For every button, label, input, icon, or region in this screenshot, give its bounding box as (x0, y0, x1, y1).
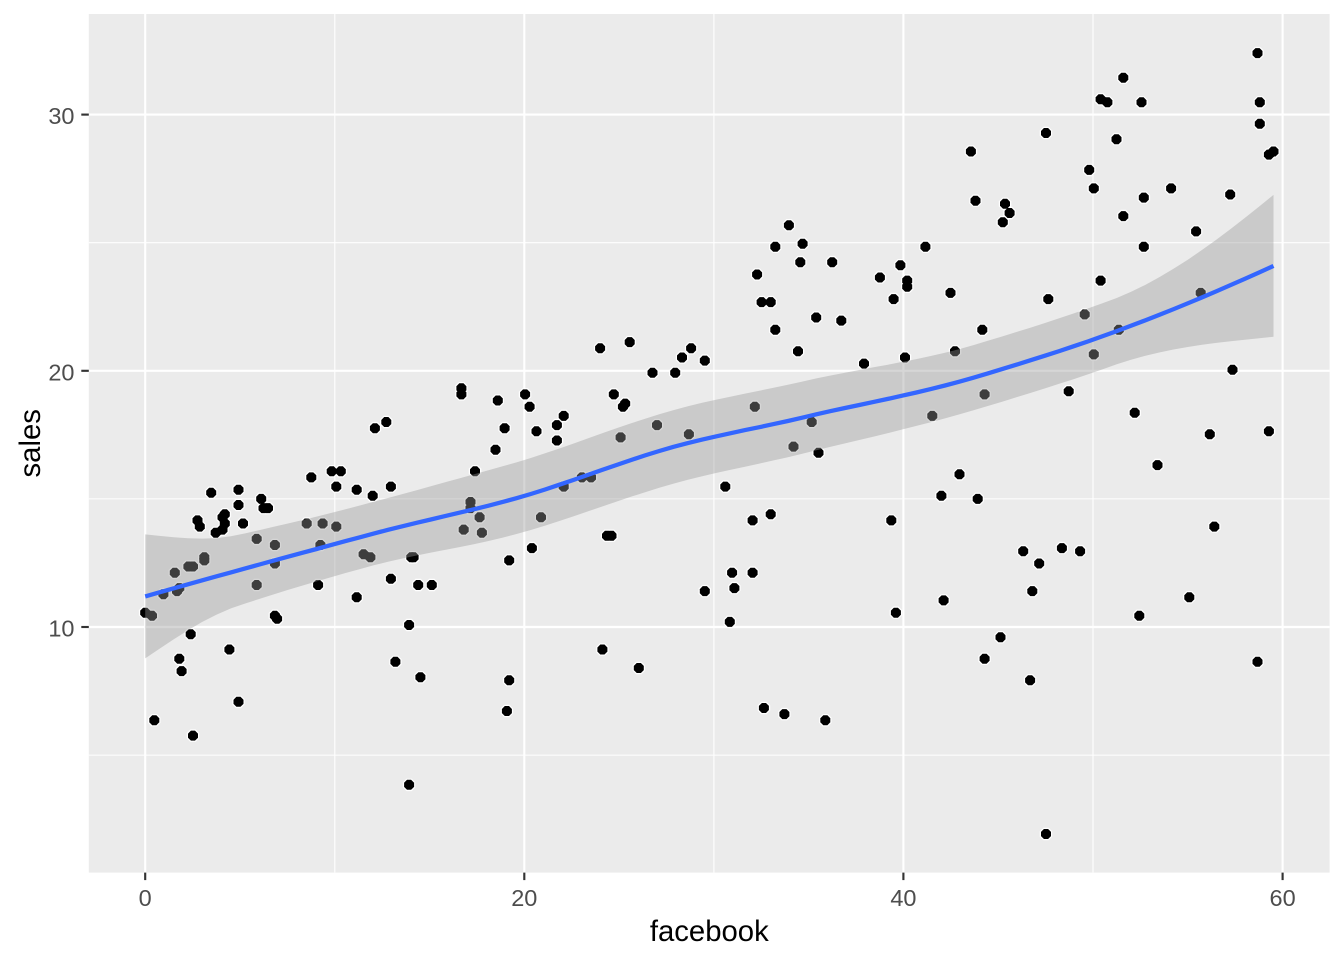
svg-text:60: 60 (1270, 885, 1296, 911)
svg-text:0: 0 (139, 885, 152, 911)
svg-text:40: 40 (890, 885, 916, 911)
svg-text:facebook: facebook (650, 915, 769, 948)
svg-text:20: 20 (511, 885, 537, 911)
svg-text:20: 20 (48, 359, 74, 385)
svg-text:10: 10 (48, 616, 74, 642)
svg-text:30: 30 (48, 103, 74, 129)
svg-text:sales: sales (14, 409, 47, 477)
